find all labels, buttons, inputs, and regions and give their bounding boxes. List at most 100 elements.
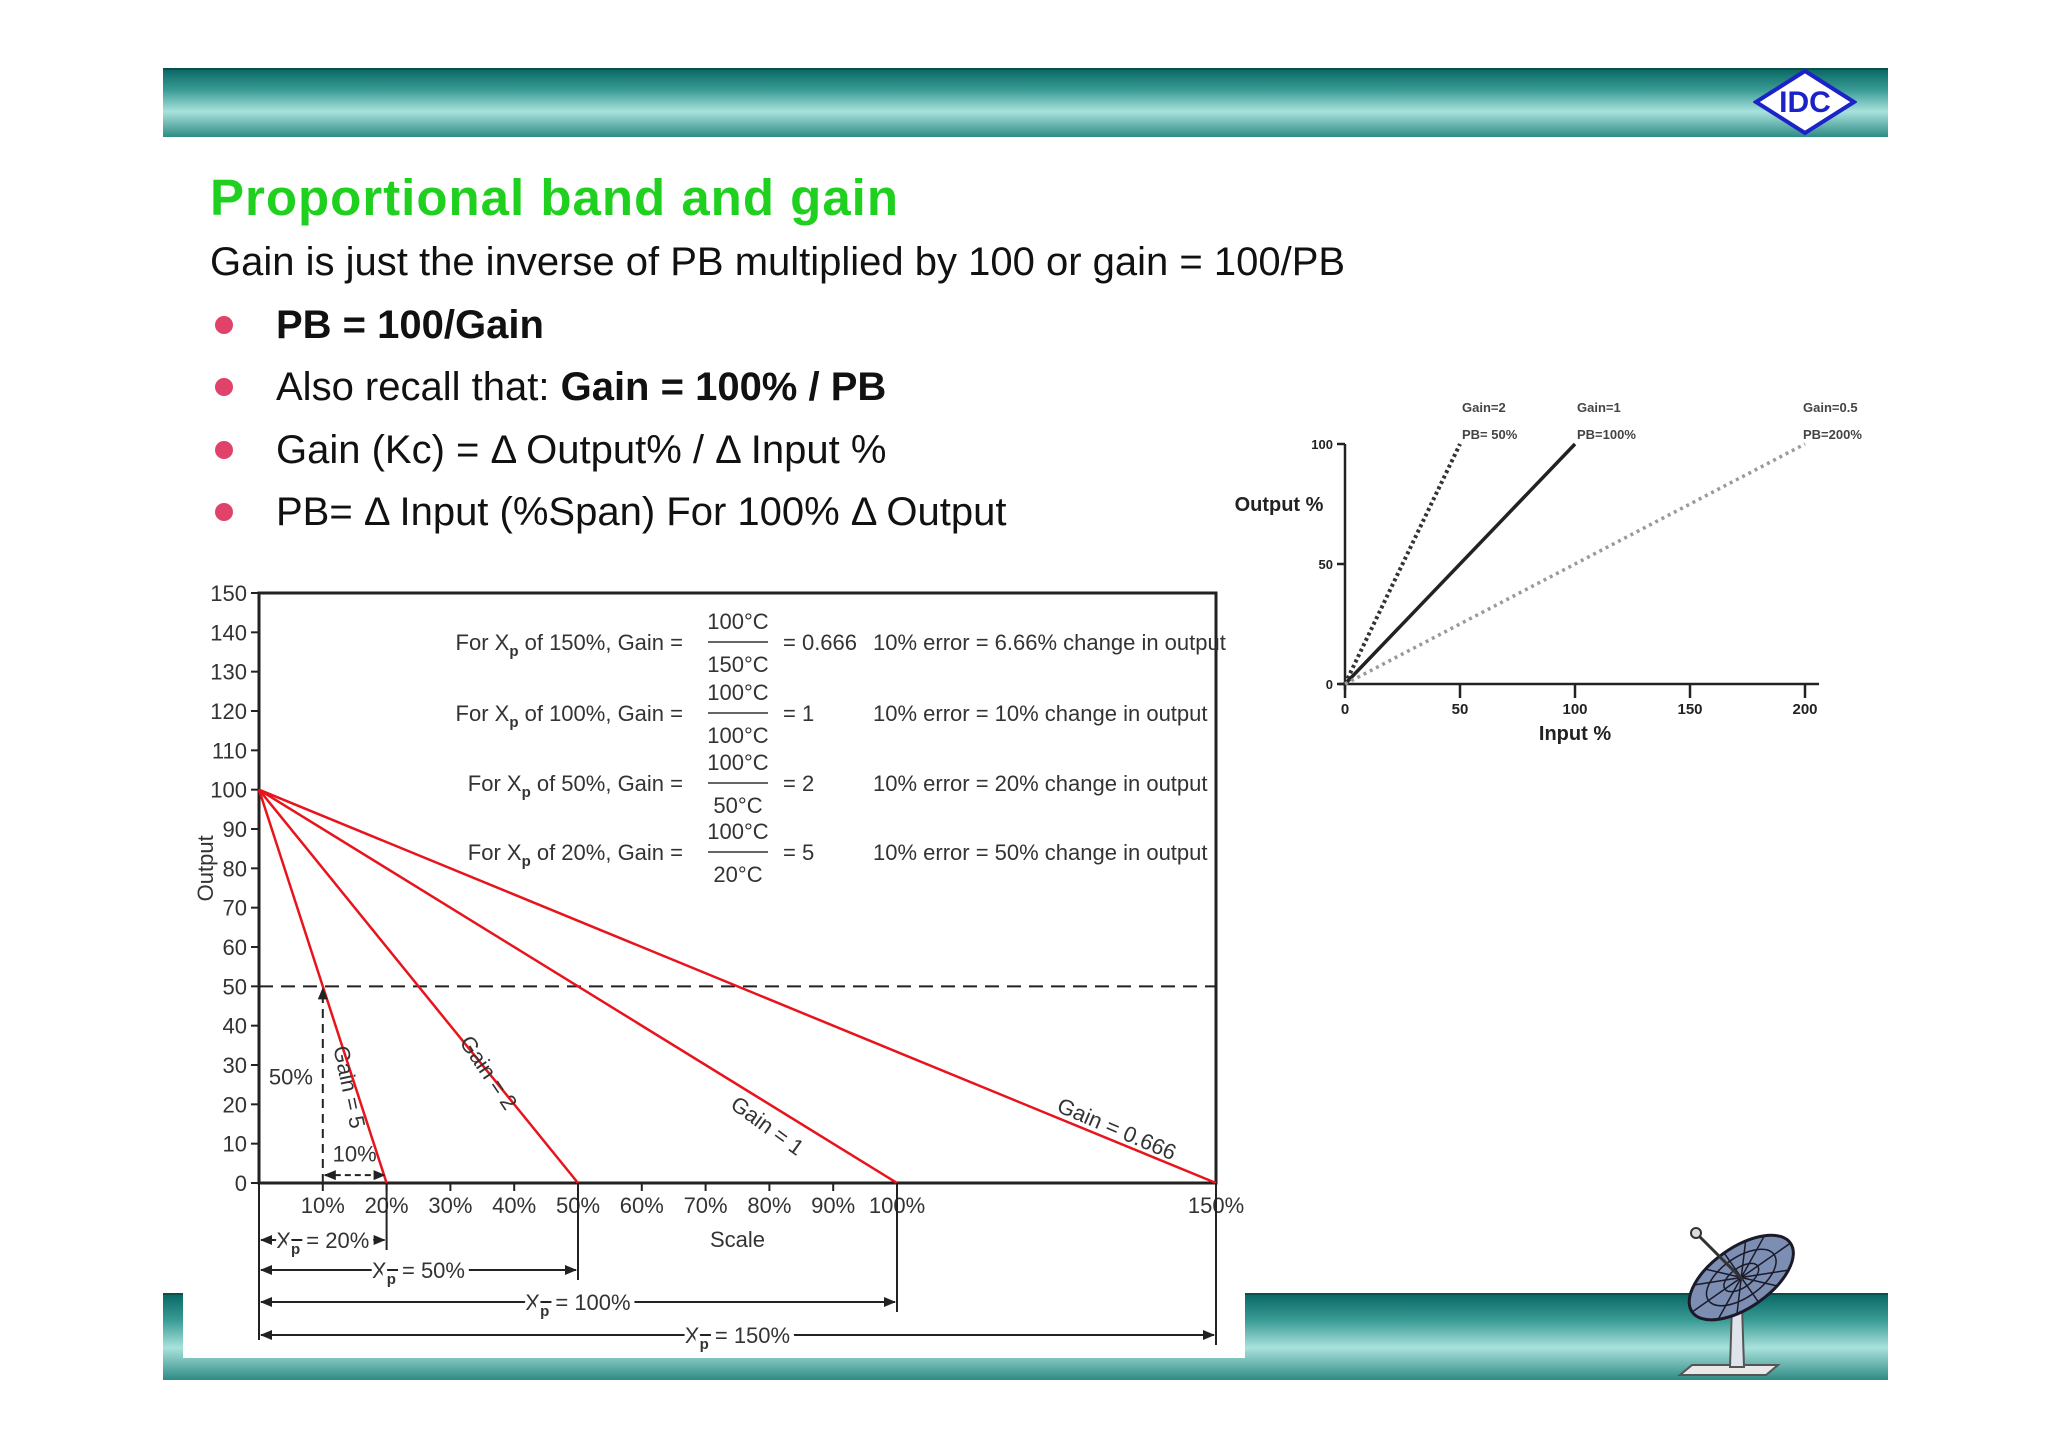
x-tick-label: 200 bbox=[1792, 701, 1817, 718]
equation-note: 10% error = 50% change in output bbox=[873, 840, 1208, 865]
span-label-sub: p bbox=[540, 1303, 549, 1320]
intro-text: Gain is just the inverse of PB multiplie… bbox=[210, 240, 1346, 284]
series-label: Gain=1 bbox=[1577, 400, 1621, 415]
bullet-bold: Gain = 100% / PB bbox=[560, 365, 887, 409]
span-label: Xp = 50% bbox=[372, 1258, 465, 1288]
bullet-dot bbox=[215, 503, 233, 521]
x-tick-label: 30% bbox=[428, 1193, 472, 1218]
proportional-band-chart: 0 10 20 30 40 50 60 70 80 90 100 110 120 130 140 150 Out… bbox=[193, 581, 1244, 1358]
equation-left: For Xp of 150%, Gain = bbox=[456, 630, 683, 660]
series-line bbox=[258, 788, 898, 1185]
equation-numerator: 100°C bbox=[707, 609, 769, 634]
vertical-annotation-label: 50% bbox=[269, 1065, 313, 1090]
equation-left-sub: p bbox=[522, 784, 531, 801]
equation-left-mid: of 50%, Gain = bbox=[531, 771, 683, 796]
y-tick-label: 150 bbox=[210, 581, 247, 606]
gain-pb-chart: 0 50 100 150 200 0 50 100 Input % Output % Gain=2 P… bbox=[1235, 400, 1863, 745]
span-label-x: X bbox=[685, 1323, 700, 1348]
series-sublabel: PB=200% bbox=[1803, 427, 1862, 442]
equation-denominator: 150°C bbox=[707, 652, 769, 677]
y-tick-label: 120 bbox=[210, 699, 247, 724]
y-tick-label: 10 bbox=[223, 1132, 247, 1157]
series-line bbox=[258, 788, 1217, 1185]
equation-note: 10% error = 20% change in output bbox=[873, 771, 1208, 796]
y-tick-label: 50 bbox=[223, 974, 247, 999]
series-label: Gain = 2 bbox=[455, 1031, 523, 1114]
slide-title: Proportional band and gain bbox=[210, 169, 899, 226]
y-tick-label: 60 bbox=[223, 935, 247, 960]
equation-left-mid: of 100%, Gain = bbox=[519, 701, 684, 726]
x-axis-label: Input % bbox=[1539, 723, 1611, 745]
bullet-text: Also recall that: bbox=[276, 365, 561, 409]
bullet-text: PB= Δ Input (%Span) For 100% Δ Output bbox=[276, 490, 1007, 534]
x-tick-label: 40% bbox=[492, 1193, 536, 1218]
x-tick-label: 150 bbox=[1677, 701, 1702, 718]
span-label-sub: p bbox=[387, 1271, 396, 1288]
bullet-text: Gain (Kc) = Δ Output% / Δ Input % bbox=[276, 428, 887, 472]
plot-frame bbox=[257, 591, 1218, 1185]
span-label: Xp = 150% bbox=[685, 1323, 790, 1353]
series-label: Gain=0.5 bbox=[1803, 400, 1858, 415]
equation-left-text: For X bbox=[468, 771, 522, 796]
equation-left-mid: of 20%, Gain = bbox=[531, 840, 683, 865]
bullet-bold: PB = 100/Gain bbox=[276, 303, 544, 347]
x-tick-label: 60% bbox=[620, 1193, 664, 1218]
y-tick-label: 30 bbox=[223, 1053, 247, 1078]
series-line bbox=[258, 788, 579, 1184]
series-sublabel: PB=100% bbox=[1577, 427, 1636, 442]
y-tick-label: 80 bbox=[223, 856, 247, 881]
span-label-eq: = 100% bbox=[549, 1290, 630, 1315]
span-label-eq: = 150% bbox=[709, 1323, 790, 1348]
x-tick-label: 100 bbox=[1562, 701, 1587, 718]
y-tick-label: 0 bbox=[235, 1171, 247, 1196]
equation-result: = 1 bbox=[783, 701, 814, 726]
y-tick-label: 100 bbox=[210, 778, 247, 803]
horizontal-annotation-label: 10% bbox=[333, 1141, 377, 1166]
satellite-dish-icon bbox=[1677, 1227, 1795, 1376]
idc-logo-icon: IDC bbox=[1753, 68, 1857, 136]
series-sublabel: PB= 50% bbox=[1462, 427, 1518, 442]
series-label: Gain = 1 bbox=[726, 1091, 808, 1160]
y-axis-label: Output % bbox=[1235, 494, 1324, 516]
equation-numerator: 100°C bbox=[707, 680, 769, 705]
y-tick-label: 110 bbox=[212, 738, 247, 763]
x-tick-label: 90% bbox=[811, 1193, 855, 1218]
series-line bbox=[1343, 442, 1577, 686]
y-tick-label: 140 bbox=[210, 620, 247, 645]
x-tick-label: 80% bbox=[747, 1193, 791, 1218]
x-tick-label: 50 bbox=[1452, 701, 1469, 718]
equation-left: For Xp of 20%, Gain = bbox=[468, 840, 683, 870]
series-line bbox=[257, 789, 388, 1184]
equation-numerator: 100°C bbox=[707, 819, 769, 844]
span-label-x: X bbox=[276, 1228, 291, 1253]
y-tick-label: 40 bbox=[223, 1014, 247, 1039]
equation-denominator: 20°C bbox=[713, 862, 762, 887]
span-label-sub: p bbox=[291, 1241, 300, 1258]
y-tick-label: 20 bbox=[223, 1092, 247, 1117]
equation-left: For Xp of 50%, Gain = bbox=[468, 771, 683, 801]
equation-denominator: 50°C bbox=[713, 793, 762, 818]
series-line bbox=[1343, 443, 1462, 685]
equation-left-text: For X bbox=[468, 840, 522, 865]
equation-denominator: 100°C bbox=[707, 723, 769, 748]
y-axis-label: Output bbox=[193, 835, 218, 901]
bullet-dot bbox=[215, 378, 233, 396]
equation-left-sub: p bbox=[509, 714, 518, 731]
x-tick-label: 0 bbox=[1341, 701, 1349, 718]
equation-left-text: For X bbox=[456, 701, 510, 726]
series-line bbox=[1344, 442, 1806, 686]
equation-left-mid: of 150%, Gain = bbox=[519, 630, 684, 655]
top-banner bbox=[163, 68, 1888, 137]
y-tick-label: 90 bbox=[223, 817, 247, 842]
equation-left-text: For X bbox=[456, 630, 510, 655]
equation-note: 10% error = 6.66% change in output bbox=[873, 630, 1226, 655]
series-label: Gain = 5 bbox=[328, 1043, 370, 1130]
span-label: Xp = 100% bbox=[525, 1290, 630, 1320]
equation-result: = 2 bbox=[783, 771, 814, 796]
equation-note: 10% error = 10% change in output bbox=[873, 701, 1208, 726]
logo-text: IDC bbox=[1779, 86, 1831, 119]
x-tick-label: 10% bbox=[301, 1193, 345, 1218]
x-tick-label: 70% bbox=[684, 1193, 728, 1218]
span-label-eq: = 20% bbox=[300, 1228, 369, 1253]
span-label: Xp = 20% bbox=[276, 1228, 369, 1258]
